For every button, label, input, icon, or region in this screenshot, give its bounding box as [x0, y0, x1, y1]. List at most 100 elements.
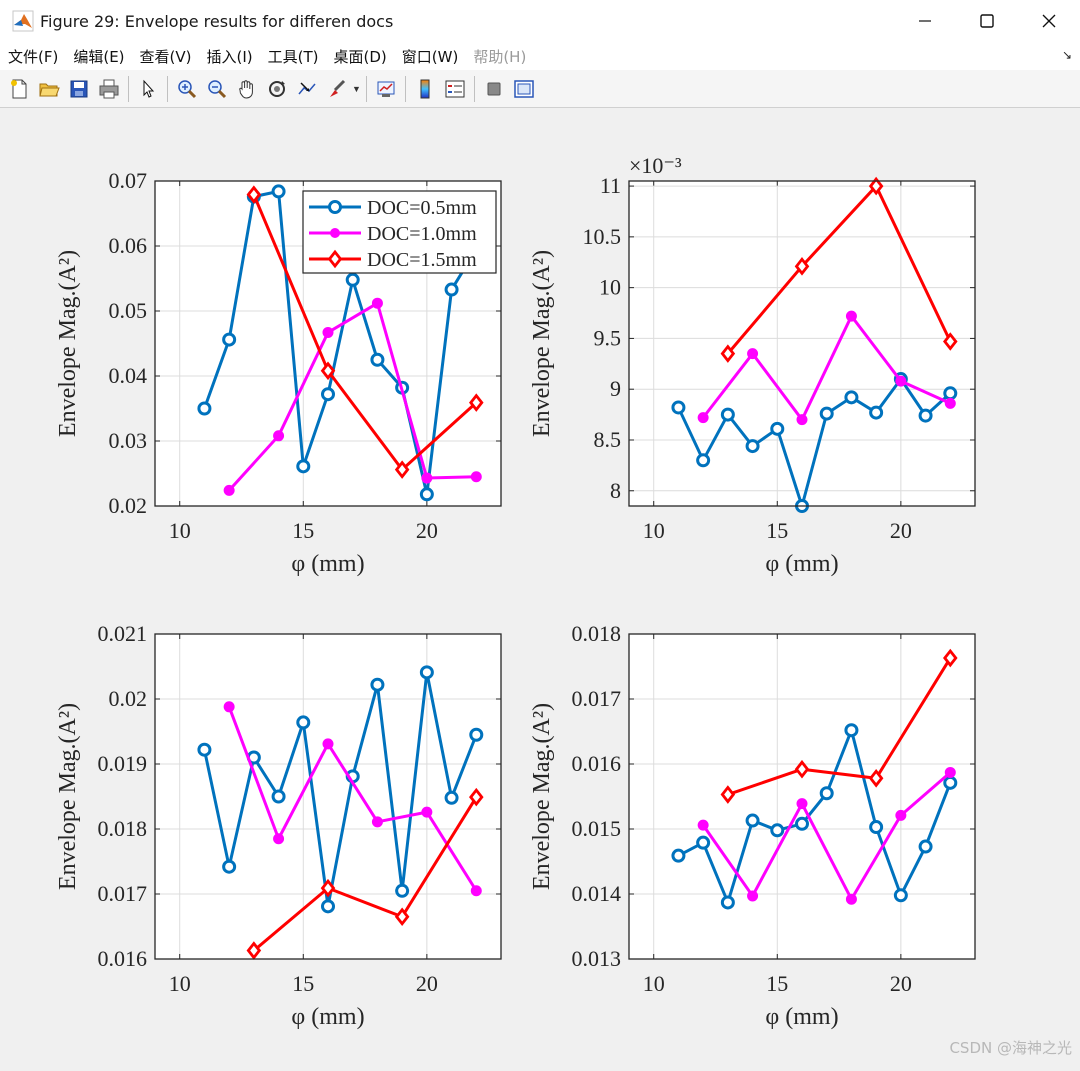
dock-arrow-icon[interactable]: ↘ — [1061, 48, 1072, 62]
hide-plot-tools-button[interactable] — [480, 75, 508, 103]
x-axis-label: φ (mm) — [291, 551, 364, 577]
data-point — [696, 835, 711, 850]
menu-view[interactable]: 查看(V) — [139, 47, 192, 66]
data-point — [747, 890, 759, 902]
data-point — [671, 848, 686, 863]
legend-button[interactable] — [441, 75, 469, 103]
window-title: Figure 29: Envelope results for differen… — [40, 11, 394, 31]
data-point — [697, 819, 709, 831]
data-point — [918, 839, 933, 854]
series-line-1 — [677, 377, 952, 508]
zoom-out-icon — [208, 79, 227, 98]
y-tick-label: 0.07 — [109, 168, 148, 193]
data-point — [320, 878, 336, 898]
data-point — [296, 715, 311, 730]
x-tick-label: 10 — [169, 518, 191, 543]
data-point — [844, 390, 859, 405]
toolbar-separator — [366, 75, 367, 102]
close-icon — [1042, 14, 1056, 28]
subplot-2[interactable]: 10 15 20 8 8.5 9 9.5 10 10.5 11 φ (mm) Envelope Mag… — [529, 153, 976, 577]
legend[interactable]: DOC=0.5mm DOC=1.0mm DOC=1.5mm — [302, 190, 497, 274]
data-point — [394, 460, 410, 479]
series-line-2 — [701, 771, 952, 901]
print-button[interactable] — [95, 75, 123, 103]
data-point — [796, 414, 808, 426]
colorbar-icon — [420, 79, 430, 98]
data-point — [745, 813, 760, 828]
subplot-4[interactable]: 10 15 20 0.013 0.014 0.015 0.016 0.017 0.018 φ (m… — [529, 621, 976, 1030]
series-line-1 — [203, 189, 478, 496]
data-point — [819, 406, 834, 421]
y-axis-label: Envelope Mag.(A²) — [55, 250, 81, 437]
data-point — [421, 806, 433, 818]
data-point — [845, 893, 857, 905]
data-point — [419, 487, 434, 502]
x-tick-label: 10 — [169, 971, 191, 996]
data-cursor-icon — [298, 81, 316, 94]
pan-button[interactable] — [233, 75, 261, 103]
y-axis-exponent: ×10⁻³ — [629, 153, 682, 178]
menu-help[interactable]: 帮助(H) — [473, 47, 527, 66]
data-point — [321, 899, 335, 914]
data-point — [421, 472, 433, 484]
data-point — [869, 405, 884, 420]
menu-desktop[interactable]: 桌面(D) — [333, 47, 387, 66]
y-tick-label: 0.02 — [109, 686, 148, 711]
menu-insert[interactable]: 插入(I) — [206, 47, 253, 66]
menu-edit[interactable]: 编辑(E) — [73, 47, 125, 66]
data-point — [819, 786, 834, 801]
close-button[interactable] — [1018, 0, 1080, 42]
menu-window[interactable]: 窗口(W) — [401, 47, 459, 66]
y-tick-label: 0.05 — [109, 298, 148, 323]
y-tick-label: 0.021 — [98, 621, 148, 646]
brush-dropdown-icon[interactable]: ▼ — [352, 83, 361, 94]
y-tick-label: 0.04 — [109, 363, 148, 388]
zoom-in-button[interactable] — [173, 75, 201, 103]
open-file-button[interactable] — [35, 75, 63, 103]
legend-label: DOC=0.5mm — [367, 197, 477, 219]
axes-frame — [154, 180, 502, 507]
brush-button[interactable] — [323, 75, 351, 103]
new-figure-icon — [11, 79, 27, 98]
data-point — [845, 310, 857, 322]
rotate-3d-button[interactable] — [263, 75, 291, 103]
y-tick-label: 0.018 — [98, 816, 148, 841]
data-point — [370, 677, 385, 692]
x-tick-label: 10 — [643, 971, 665, 996]
maximize-button[interactable] — [956, 0, 1018, 42]
menu-tools[interactable]: 工具(T) — [267, 47, 319, 66]
zoom-out-button[interactable] — [203, 75, 231, 103]
series-line-3 — [252, 194, 478, 472]
figure-canvas[interactable]: 10 15 20 0.02 0.03 0.04 0.05 0.06 0.07 φ (mm) Enve… — [0, 109, 1080, 1066]
subplot-3[interactable]: 10 15 20 0.016 0.017 0.018 0.019 0.02 0.021 φ (mm… — [55, 621, 502, 1030]
subplot-1[interactable]: 10 15 20 0.02 0.03 0.04 0.05 0.06 0.07 φ (mm) Enve… — [55, 168, 502, 577]
link-plot-button[interactable] — [372, 75, 400, 103]
data-point — [273, 430, 285, 442]
legend-label: DOC=1.5mm — [367, 249, 477, 271]
data-point — [720, 785, 736, 804]
matlab-logo-icon — [12, 10, 34, 32]
pointer-button[interactable] — [134, 75, 162, 103]
open-file-icon — [39, 83, 60, 96]
series-line-1 — [677, 728, 952, 904]
data-point — [444, 790, 459, 805]
title-bar: Figure 29: Envelope results for differen… — [0, 0, 1080, 42]
data-point — [943, 386, 958, 401]
new-figure-button[interactable] — [5, 75, 33, 103]
y-tick-label: 9 — [610, 376, 621, 401]
y-tick-label: 0.014 — [572, 881, 622, 906]
data-cursor-button[interactable] — [293, 75, 321, 103]
data-point — [469, 727, 484, 742]
minimize-button[interactable] — [894, 0, 956, 42]
axes-frame — [628, 633, 976, 960]
data-point — [671, 400, 686, 415]
save-button[interactable] — [65, 75, 93, 103]
x-tick-label: 15 — [292, 971, 314, 996]
menu-file[interactable]: 文件(F) — [8, 47, 59, 66]
show-plot-tools-button[interactable] — [510, 75, 538, 103]
data-point — [469, 393, 484, 412]
data-point — [246, 941, 262, 960]
data-point — [321, 387, 335, 402]
colorbar-button[interactable] — [411, 75, 439, 103]
toolbar-separator — [405, 75, 406, 102]
